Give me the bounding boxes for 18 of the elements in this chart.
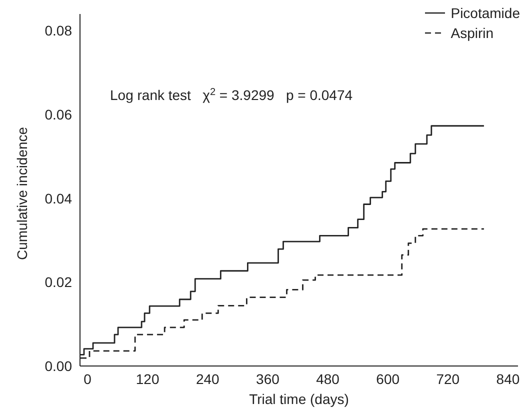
annotation: Log rank test χ$^{2}$ = 3.9299 p = 0.0474 [110,86,353,103]
y-tick-label: 0.02 [44,274,72,290]
y-axis-title: Cumulative incidence [14,126,30,260]
x-tick-label: 600 [376,370,400,387]
x-tick-label: 120 [136,370,160,387]
x-tick-label: 480 [316,370,340,387]
legend-label: Aspirin [450,24,494,43]
x-tick-label: 720 [436,370,460,387]
y-tick-label: 0.06 [44,106,72,123]
x-tick-label: 360 [256,370,280,387]
x-tick-label: 240 [196,370,220,387]
y-tick-label: 0.04 [44,190,72,206]
y-tick-label: 0.08 [44,22,72,39]
y-tick-label: 0.00 [44,358,72,374]
x-tick-label: 840 [496,370,520,387]
legend-label: Picotamide [450,4,520,23]
x-axis-title: Trial time (days) [249,391,349,407]
x-tick-label: 0 [84,370,92,387]
